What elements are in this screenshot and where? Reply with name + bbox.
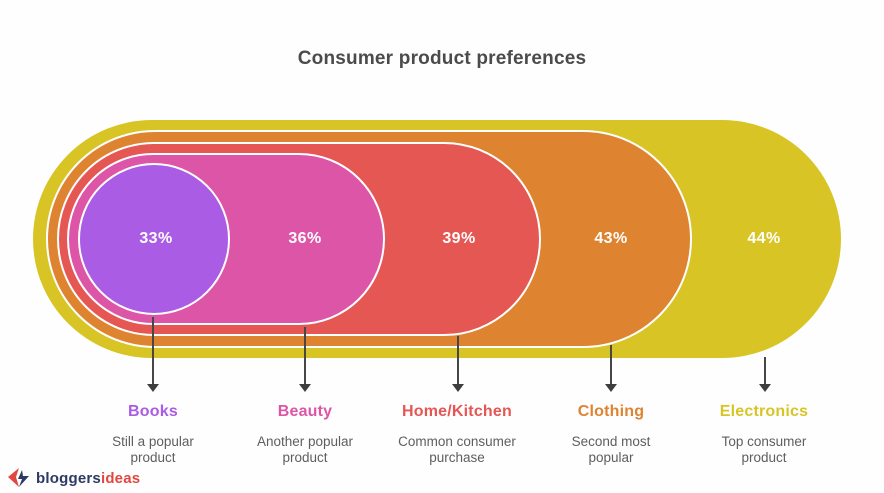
legend-clothing: Clothing Second most popular bbox=[526, 403, 696, 466]
legend-books: Books Still a popular product bbox=[68, 403, 238, 466]
brand-part-secondary: ideas bbox=[100, 469, 141, 487]
arrow-down-icon bbox=[605, 384, 617, 392]
arrow-down-icon bbox=[452, 384, 464, 392]
category-description: Another popular product bbox=[256, 434, 354, 466]
category-label: Beauty bbox=[277, 403, 333, 420]
arrow-shaft bbox=[764, 357, 766, 385]
legend-beauty: Beauty Another popular product bbox=[220, 403, 390, 466]
value-label-clothing: 43% bbox=[594, 230, 628, 247]
bloggersideas-logo-icon bbox=[8, 467, 32, 489]
value-label-electronics: 44% bbox=[747, 230, 781, 247]
legend-electronics: Electronics Top consumer product bbox=[679, 403, 849, 466]
category-label: Home/Kitchen bbox=[402, 403, 512, 420]
category-description: Common consumer purchase bbox=[398, 434, 516, 466]
brand-part-primary: bloggers bbox=[36, 469, 101, 487]
arrow-shaft bbox=[304, 327, 306, 385]
arrow-shaft bbox=[610, 345, 612, 385]
arrow-down-icon bbox=[299, 384, 311, 392]
bloggersideas-logo: bloggersideas bbox=[8, 467, 140, 489]
arrow-down-icon bbox=[759, 384, 771, 392]
value-label-home-kitchen: 39% bbox=[442, 230, 476, 247]
legend-home-kitchen: Home/Kitchen Common consumer purchase bbox=[372, 403, 542, 466]
arrow-shaft bbox=[152, 317, 154, 385]
category-description: Still a popular product bbox=[112, 434, 194, 466]
chart-title: Consumer product preferences bbox=[297, 48, 587, 69]
ring-books bbox=[78, 163, 230, 315]
value-label-books: 33% bbox=[139, 230, 173, 247]
nested-pill-chart: 33% 36% 39% 43% 44% bbox=[33, 120, 841, 358]
value-label-beauty: 36% bbox=[288, 230, 322, 247]
category-label: Clothing bbox=[577, 403, 645, 420]
category-description: Top consumer product bbox=[721, 434, 807, 466]
category-description: Second most popular bbox=[571, 434, 651, 466]
category-label: Electronics bbox=[719, 403, 809, 420]
brand-wordmark: bloggersideas bbox=[36, 470, 140, 487]
arrow-shaft bbox=[457, 336, 459, 385]
category-label: Books bbox=[128, 403, 178, 420]
arrow-down-icon bbox=[147, 384, 159, 392]
